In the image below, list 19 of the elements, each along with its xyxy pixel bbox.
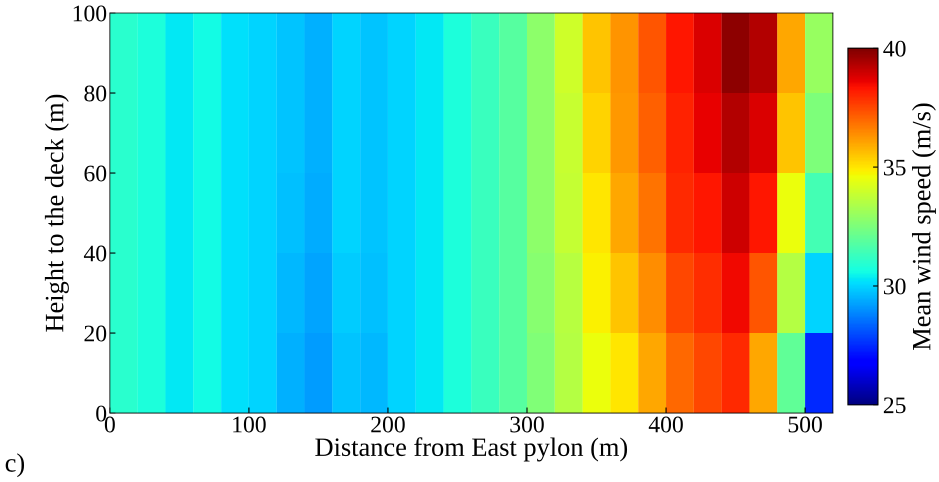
y-axis-title: Height to the deck (m) (44, 94, 69, 332)
y-tick-label: 100 (74, 6, 106, 22)
y-tick-label: 20 (84, 326, 106, 342)
y-tick-label: 60 (84, 166, 106, 182)
color-bar-label: 30 (884, 278, 906, 294)
x-tick-label: 400 (648, 416, 683, 432)
y-tick-label: 40 (84, 246, 106, 262)
color-bar-title: Mean wind speed (m/s) (912, 103, 936, 350)
x-tick-label: 300 (510, 416, 544, 432)
text: c) (6, 453, 24, 478)
x-tick-label: 200 (371, 416, 405, 432)
color-bar-label: 25 (884, 397, 906, 414)
color-bar-label: 35 (884, 160, 906, 176)
x-tick-label: 100 (233, 416, 266, 432)
x-tick-label: 500 (788, 416, 822, 432)
x-axis-title: Distance from East pylon (m) (315, 437, 628, 462)
y-tick-label: 80 (84, 86, 106, 102)
color-bar-label: 40 (883, 40, 906, 57)
y-tick-label: 0 (96, 406, 106, 422)
